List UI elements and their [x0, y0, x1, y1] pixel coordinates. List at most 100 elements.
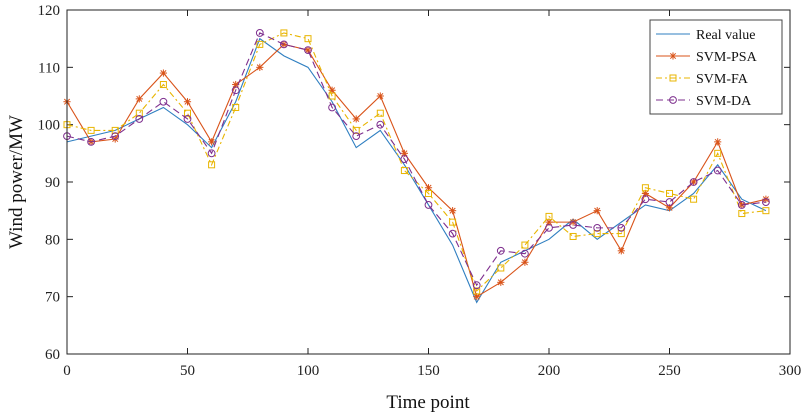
x-tick-label: 200 — [538, 363, 561, 379]
x-tick-label: 150 — [417, 363, 440, 379]
y-axis-title: Wind power/MW — [6, 115, 27, 249]
plot-frame — [66, 9, 791, 355]
data-point — [135, 95, 143, 103]
data-point — [328, 92, 336, 100]
series-line — [66, 32, 766, 287]
data-point — [641, 195, 650, 204]
data-point — [449, 218, 457, 226]
data-point — [737, 201, 746, 209]
data-point — [159, 81, 167, 89]
data-point — [713, 166, 722, 175]
data-point — [617, 223, 626, 232]
series-svm-da — [63, 29, 770, 290]
data-point — [304, 46, 312, 55]
data-point — [400, 167, 408, 175]
data-point — [714, 149, 722, 157]
data-point — [159, 97, 168, 106]
x-tick-label: 100 — [297, 363, 320, 379]
data-point — [232, 103, 240, 111]
data-point — [521, 258, 529, 266]
data-point — [135, 109, 143, 117]
data-point — [183, 115, 192, 123]
data-point — [448, 229, 457, 238]
data-point — [449, 207, 457, 215]
data-point — [208, 138, 216, 146]
data-point — [521, 241, 529, 249]
data-point — [231, 86, 240, 95]
data-point — [472, 281, 481, 290]
x-tick-label: 50 — [180, 363, 195, 379]
legend-entry: Real value — [656, 28, 755, 43]
legend-label: SVM-FA — [696, 72, 749, 87]
data-point — [328, 86, 336, 94]
data-point — [111, 126, 119, 134]
data-point — [545, 223, 553, 232]
legend-label: SVM-PSA — [696, 50, 758, 65]
series-real-value — [66, 37, 767, 304]
x-tick-label: 0 — [63, 363, 71, 379]
data-point — [183, 98, 192, 106]
data-point — [665, 198, 674, 206]
x-tick-label: 300 — [779, 363, 802, 379]
data-point — [593, 223, 602, 232]
y-tick-labels: 60 70 80 90 100 110 120 — [38, 3, 61, 363]
data-point — [497, 264, 505, 272]
legend: Real value SVM-PSA SVM-FA SVM-DA — [649, 19, 783, 115]
y-tick-label: 90 — [45, 175, 60, 191]
series-layer — [63, 29, 770, 304]
x-axis-title: Time point — [386, 392, 470, 413]
legend-entry: SVM-DA — [656, 94, 752, 109]
data-point — [208, 161, 216, 169]
data-point — [738, 210, 746, 218]
y-tick-label: 70 — [45, 290, 60, 306]
data-point — [425, 189, 432, 197]
data-point — [280, 40, 288, 49]
y-tick-label: 60 — [45, 347, 60, 363]
data-point — [617, 247, 625, 255]
legend-box — [649, 19, 783, 115]
data-point — [87, 137, 95, 146]
data-point — [304, 35, 312, 43]
series-line — [66, 43, 767, 298]
data-point — [569, 221, 577, 229]
data-point — [352, 115, 360, 123]
legend-entry: SVM-FA — [656, 72, 749, 87]
data-point — [762, 198, 770, 206]
data-point — [328, 103, 337, 112]
x-tick-label: 250 — [658, 363, 681, 379]
data-point — [352, 132, 361, 141]
data-point — [690, 195, 698, 203]
series-line — [66, 37, 767, 304]
data-point — [400, 155, 409, 163]
data-point — [424, 201, 433, 209]
data-point — [135, 115, 144, 123]
data-point — [111, 132, 120, 141]
data-point — [376, 109, 384, 117]
data-point — [521, 249, 529, 258]
data-point — [473, 287, 481, 295]
data-point — [352, 126, 360, 134]
data-point — [593, 207, 601, 215]
data-point — [593, 230, 601, 238]
legend-label: SVM-DA — [696, 94, 752, 109]
y-tick-label: 110 — [38, 60, 60, 76]
data-point — [159, 69, 167, 77]
data-point — [496, 246, 505, 255]
legend-marker — [669, 96, 677, 104]
x-tick-labels: 0 50 100 150 200 250 300 — [63, 363, 801, 379]
data-point — [376, 120, 385, 129]
data-point — [184, 109, 191, 117]
data-point — [87, 126, 95, 134]
data-point — [689, 178, 698, 186]
legend-label: Real value — [696, 28, 755, 43]
y-tick-label: 120 — [38, 3, 61, 19]
y-tick-label: 100 — [38, 118, 61, 134]
data-point — [255, 29, 264, 37]
y-tick-label: 80 — [45, 232, 60, 248]
data-point — [256, 40, 264, 48]
data-point — [207, 149, 216, 158]
data-point — [545, 212, 553, 220]
data-point — [666, 189, 673, 197]
data-point — [280, 29, 288, 37]
